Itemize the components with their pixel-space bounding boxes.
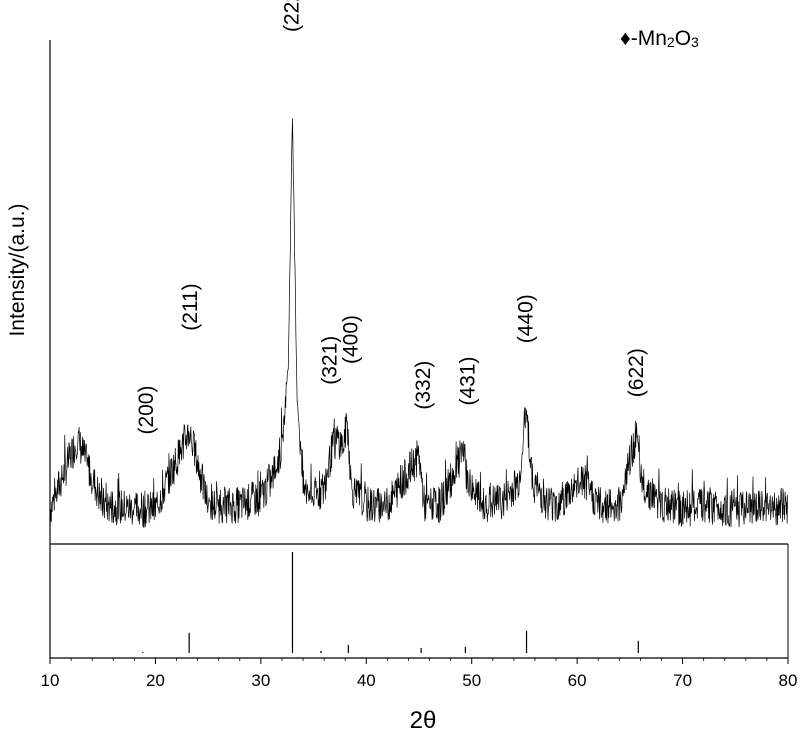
legend-sub-1: 2 [667, 34, 675, 50]
peak-label: (211) [179, 283, 202, 330]
legend-marker: ♦ [620, 27, 631, 50]
x-tick-label-80: 80 [779, 671, 798, 690]
y-axis-title: Intensity/(a.u.) [6, 203, 29, 336]
legend-label: ♦-Mn2O3 [620, 27, 699, 50]
legend-label-head: -Mn [631, 27, 667, 50]
peak-label: (431) [456, 356, 479, 405]
x-tick-label-20: 20 [146, 671, 165, 690]
peak-label: (222) [280, 0, 303, 32]
x-tick-label-50: 50 [462, 671, 481, 690]
x-tick-label-70: 70 [673, 671, 692, 690]
series-line-0 [49, 118, 789, 528]
series-group [49, 118, 789, 528]
x-tick-label-10: 10 [41, 671, 60, 690]
peak-label: (400) [339, 315, 362, 364]
legend-label-mid: O [675, 27, 691, 50]
peak-label: (200) [135, 386, 158, 435]
peak-label: (440) [514, 294, 537, 343]
x-tick-label-30: 30 [251, 671, 270, 690]
peak-label: (332) [412, 361, 435, 410]
x-tick-label-40: 40 [357, 671, 376, 690]
axes: 10 20 30 40 50 60 70 80 [41, 40, 798, 690]
peak-label: (321) [318, 336, 341, 385]
legend-sub-2: 3 [691, 34, 699, 50]
peak-label: (622) [625, 348, 648, 397]
x-axis-title: 2θ [410, 707, 437, 734]
peak-annotations: (200) (211) (222) (321)(400) (332) (431) (440)… [135, 0, 648, 435]
x-tick-label-60: 60 [568, 671, 587, 690]
reference-pattern [142, 552, 639, 653]
legend: ♦-Mn2O3 [620, 27, 699, 50]
